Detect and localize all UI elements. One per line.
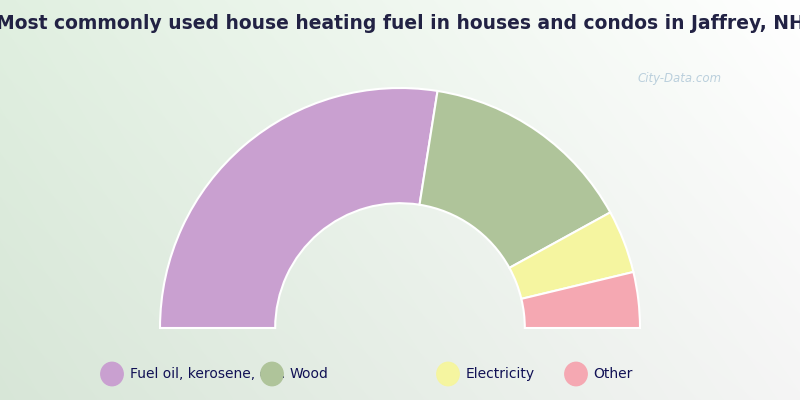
Text: Fuel oil, kerosene, etc.: Fuel oil, kerosene, etc. — [130, 367, 285, 381]
Wedge shape — [522, 272, 640, 328]
Text: Most commonly used house heating fuel in houses and condos in Jaffrey, NH: Most commonly used house heating fuel in… — [0, 14, 800, 33]
Ellipse shape — [437, 362, 459, 386]
Ellipse shape — [261, 362, 283, 386]
Ellipse shape — [101, 362, 123, 386]
Text: City-Data.com: City-Data.com — [638, 72, 722, 85]
Text: Wood: Wood — [290, 367, 329, 381]
Text: Electricity: Electricity — [466, 367, 534, 381]
Ellipse shape — [565, 362, 587, 386]
Wedge shape — [160, 88, 438, 328]
Wedge shape — [419, 91, 610, 268]
Text: Other: Other — [594, 367, 633, 381]
Wedge shape — [510, 212, 634, 299]
